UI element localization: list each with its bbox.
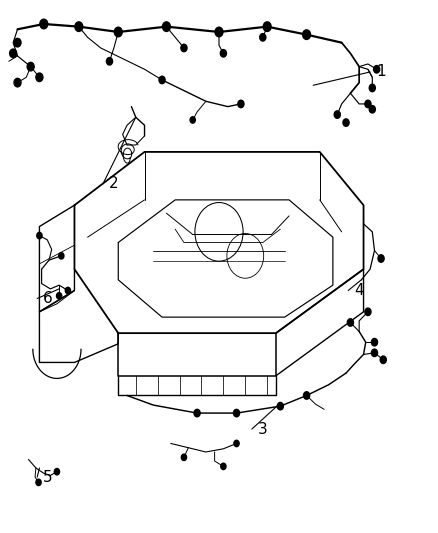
Circle shape bbox=[343, 119, 349, 126]
Text: 3: 3 bbox=[258, 422, 268, 437]
Circle shape bbox=[65, 287, 71, 294]
Circle shape bbox=[36, 73, 43, 82]
Circle shape bbox=[371, 349, 378, 357]
Circle shape bbox=[36, 479, 41, 486]
Circle shape bbox=[75, 22, 83, 31]
Text: 2: 2 bbox=[109, 176, 119, 191]
Circle shape bbox=[106, 58, 113, 65]
Circle shape bbox=[277, 402, 283, 410]
Circle shape bbox=[234, 440, 239, 447]
Circle shape bbox=[371, 338, 378, 346]
Circle shape bbox=[10, 49, 17, 58]
Circle shape bbox=[59, 253, 64, 259]
Circle shape bbox=[190, 117, 195, 123]
Circle shape bbox=[238, 100, 244, 108]
Circle shape bbox=[27, 62, 34, 71]
Circle shape bbox=[221, 463, 226, 470]
Circle shape bbox=[215, 27, 223, 37]
Circle shape bbox=[57, 293, 62, 299]
Circle shape bbox=[304, 392, 310, 399]
Circle shape bbox=[159, 76, 165, 84]
Text: 4: 4 bbox=[354, 283, 364, 298]
Circle shape bbox=[334, 111, 340, 118]
Circle shape bbox=[369, 84, 375, 92]
Circle shape bbox=[37, 232, 42, 239]
Circle shape bbox=[347, 319, 353, 326]
Circle shape bbox=[374, 66, 380, 73]
Circle shape bbox=[194, 409, 200, 417]
Circle shape bbox=[54, 469, 60, 475]
Circle shape bbox=[220, 50, 226, 57]
Text: 5: 5 bbox=[43, 470, 53, 484]
Circle shape bbox=[233, 409, 240, 417]
Circle shape bbox=[369, 106, 375, 113]
Circle shape bbox=[260, 34, 266, 41]
Text: 6: 6 bbox=[43, 291, 53, 306]
Circle shape bbox=[378, 255, 384, 262]
Circle shape bbox=[365, 100, 371, 108]
Circle shape bbox=[181, 44, 187, 52]
Circle shape bbox=[14, 78, 21, 87]
Circle shape bbox=[365, 308, 371, 316]
Circle shape bbox=[14, 38, 21, 47]
Circle shape bbox=[380, 356, 386, 364]
Circle shape bbox=[114, 27, 122, 37]
Text: 1: 1 bbox=[376, 64, 386, 79]
Circle shape bbox=[263, 22, 271, 31]
Circle shape bbox=[181, 454, 187, 461]
Circle shape bbox=[303, 30, 311, 39]
Circle shape bbox=[40, 19, 48, 29]
Circle shape bbox=[162, 22, 170, 31]
